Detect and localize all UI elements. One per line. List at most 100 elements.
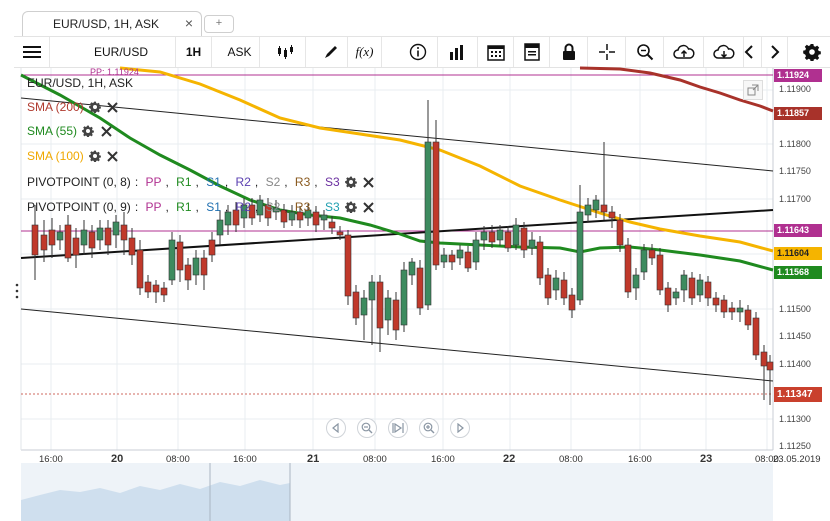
expand-chart-button[interactable] [743,80,763,100]
sma100-remove-close-icon[interactable] [106,149,120,163]
candle-body [288,211,296,221]
scroll-left-button[interactable] [736,37,762,67]
candles-icon [277,45,293,59]
candle-body [168,239,176,281]
candle-body [280,209,288,223]
legend-pivot1[interactable]: PIVOTPOINT (0, 8) : PP, R1, S1, R2, S2, … [27,175,376,189]
reset-view-button[interactable] [388,418,408,438]
candle-body [112,221,120,236]
symbol-selector[interactable]: EUR/USD [50,37,176,67]
candle-body [608,211,616,219]
x-tick: 16:00 [628,454,652,465]
candle-body [232,209,240,226]
candle-body [424,141,432,306]
sma55-settings-gear-icon[interactable] [81,124,95,138]
pivot1-pp: PP [145,175,162,189]
candle-body [56,231,64,241]
pivot1-sep: , [195,175,203,189]
zoom-out-button[interactable] [357,418,377,438]
y-tick: 1.11250 [779,441,811,451]
calendar-button[interactable] [478,37,514,67]
report-button[interactable] [514,37,550,67]
info-icon [409,43,426,61]
period-button[interactable]: 1H [176,37,212,67]
pivot1-settings-gear-icon[interactable] [344,175,358,189]
zoom-icon [636,44,653,61]
candle-body [616,219,624,246]
y-tick: 1.11800 [779,139,811,149]
legend-instrument: EUR/USD, 1H, ASK [27,76,133,90]
new-tab-button[interactable]: + [204,15,234,33]
cloud-download-icon [712,44,735,59]
chart-tab[interactable]: EUR/USD, 1H, ASK × [22,11,202,36]
current-price-tag: 1.11347 [774,387,822,402]
settings-button[interactable] [794,37,830,67]
sma55-price-tag: 1.11568 [774,266,822,279]
candle-body [200,257,208,276]
pivot2-s3: S3 [324,200,340,214]
candle-body [632,274,640,289]
candle-body [80,229,88,246]
sma200-line [579,66,774,113]
indicators-button[interactable]: f(x) [348,37,382,67]
pivot2-settings-gear-icon[interactable] [344,200,358,214]
pivot1-remove-close-icon[interactable] [362,175,376,189]
lock-button[interactable] [550,37,588,67]
sma200-price-tag: 1.11857 [774,107,822,120]
legend-sma55[interactable]: SMA (55) [27,124,113,138]
zoom-button[interactable] [626,37,664,67]
drag-handle[interactable] [15,283,19,299]
pivot1-sep: , [314,175,321,189]
candle-body [48,229,56,246]
legend-sma100[interactable]: SMA (100) [27,149,120,163]
menu-button[interactable] [14,37,50,67]
pivot2-remove-close-icon[interactable] [362,200,376,214]
legend-pivot2[interactable]: PIVOTPOINT (0, 9) : PP, R1, S1, R2, S2, … [27,200,376,214]
candle-body [600,204,608,213]
scroll-right-button[interactable] [762,37,788,67]
side-button[interactable]: ASK [220,37,260,67]
chart-type-button[interactable] [266,37,306,67]
symbol-field[interactable]: EUR/USD [94,45,149,59]
x-tick-day: 22 [503,453,516,465]
zoom-in-button[interactable] [419,418,439,438]
trendline-upper [20,97,774,172]
pivot1-r1: R1 [176,175,192,189]
upload-button[interactable] [664,37,704,67]
x-tick-day: 23 [700,453,713,465]
pan-left-button[interactable] [326,418,346,438]
pan-right-button[interactable] [450,418,470,438]
candle-body [688,277,696,299]
sma200-settings-gear-icon[interactable] [88,100,102,114]
sma100-label: SMA (100) [27,149,84,163]
tab-bar: EUR/USD, 1H, ASK × + [0,0,830,36]
pivot2-sep: : [134,200,142,214]
y-tick: 1.11400 [779,359,811,369]
tab-title: EUR/USD, 1H, ASK [53,17,160,31]
crosshair-button[interactable] [588,37,626,67]
legend-sma200[interactable]: SMA (200) [27,100,120,114]
sma200-remove-close-icon[interactable] [106,100,120,114]
draw-button[interactable] [314,37,348,67]
tab-close-icon[interactable]: × [184,15,193,31]
candle-body [144,281,152,293]
candle-body [128,237,136,256]
candle-body [344,234,352,297]
candle-body [520,227,528,251]
candle-body [328,221,336,229]
candle-body [432,141,440,266]
sma55-remove-close-icon[interactable] [99,124,113,138]
sma100-settings-gear-icon[interactable] [88,149,102,163]
pivot-price-tag: 1.11643 [774,224,822,237]
pivot2-label: PIVOTPOINT (0, 9) [27,200,131,214]
info-button[interactable] [398,37,438,67]
candle-body [480,231,488,241]
candle-body [152,284,160,293]
volume-button[interactable] [438,37,478,67]
pivot2-sep: , [224,200,232,214]
download-button[interactable] [704,37,744,67]
candle-body [752,317,760,356]
triangle-left-icon [332,423,339,433]
expand-icon [747,84,759,96]
